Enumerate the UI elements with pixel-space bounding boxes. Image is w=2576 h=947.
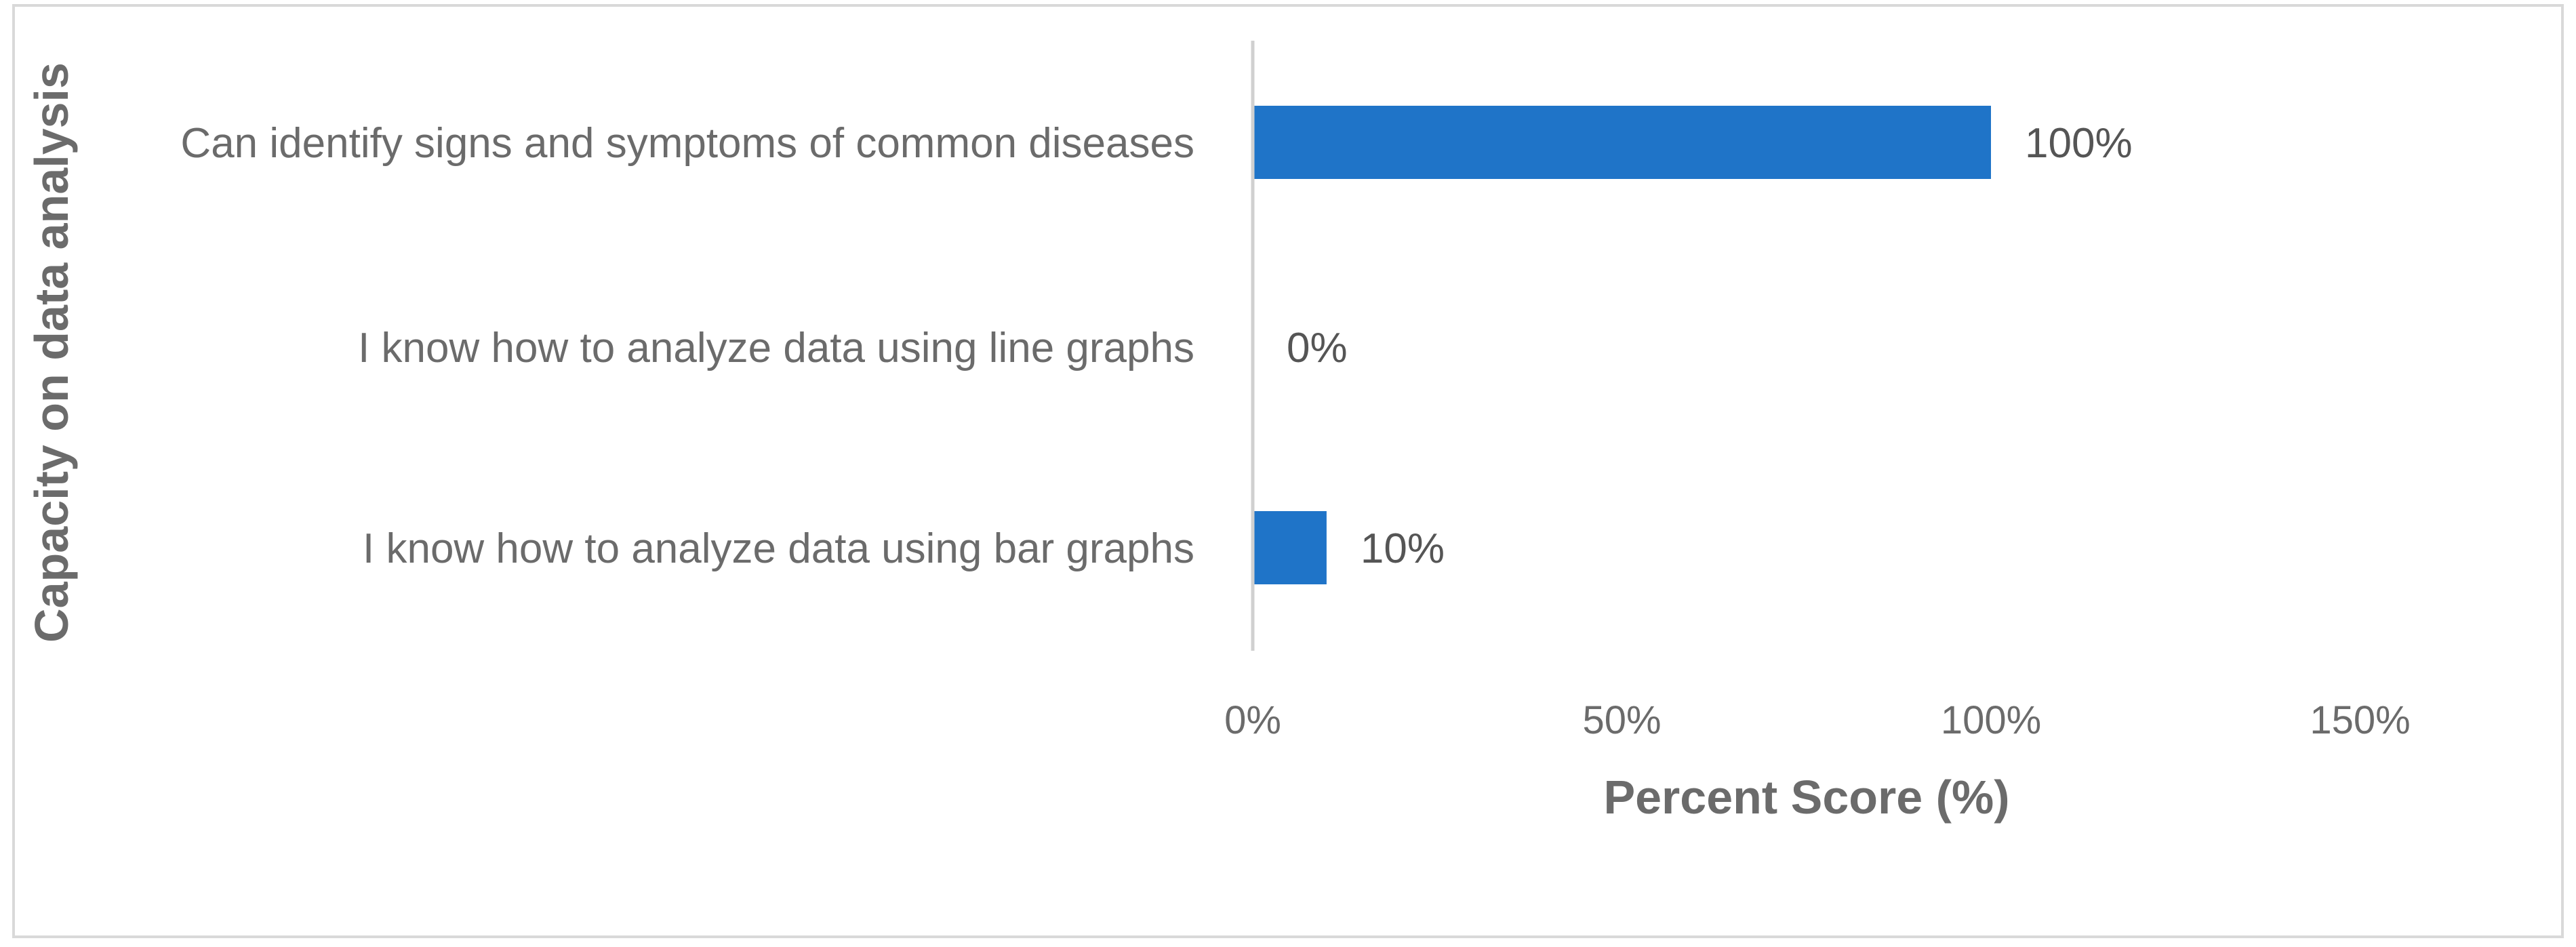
category-labels: Can identify signs and symptoms of commo… (180, 120, 1194, 572)
data-label-1: 100% (2025, 120, 2133, 167)
bars-layer (1254, 106, 1991, 584)
category-label-2: I know how to analyze data using line gr… (358, 325, 1194, 371)
x-axis-title: Percent Score (%) (1603, 771, 2009, 824)
x-tick-label-1: 0% (1224, 698, 1281, 742)
data-label-2: 0% (1287, 325, 1348, 371)
x-tick-label-3: 100% (1941, 698, 2041, 742)
data-labels: 100% 0% 10% (1287, 120, 2133, 572)
y-axis-title: Capacity on data analysis (25, 62, 78, 643)
x-tick-label-4: 150% (2310, 698, 2410, 742)
x-tick-labels: 0% 50% 100% 150% (1224, 698, 2411, 742)
category-label-3: I know how to analyze data using bar gra… (363, 525, 1194, 572)
data-label-3: 10% (1361, 525, 1445, 572)
category-label-1: Can identify signs and symptoms of commo… (180, 120, 1194, 167)
bar-3 (1254, 511, 1327, 584)
bar-1 (1254, 106, 1991, 179)
x-tick-label-2: 50% (1582, 698, 1661, 742)
